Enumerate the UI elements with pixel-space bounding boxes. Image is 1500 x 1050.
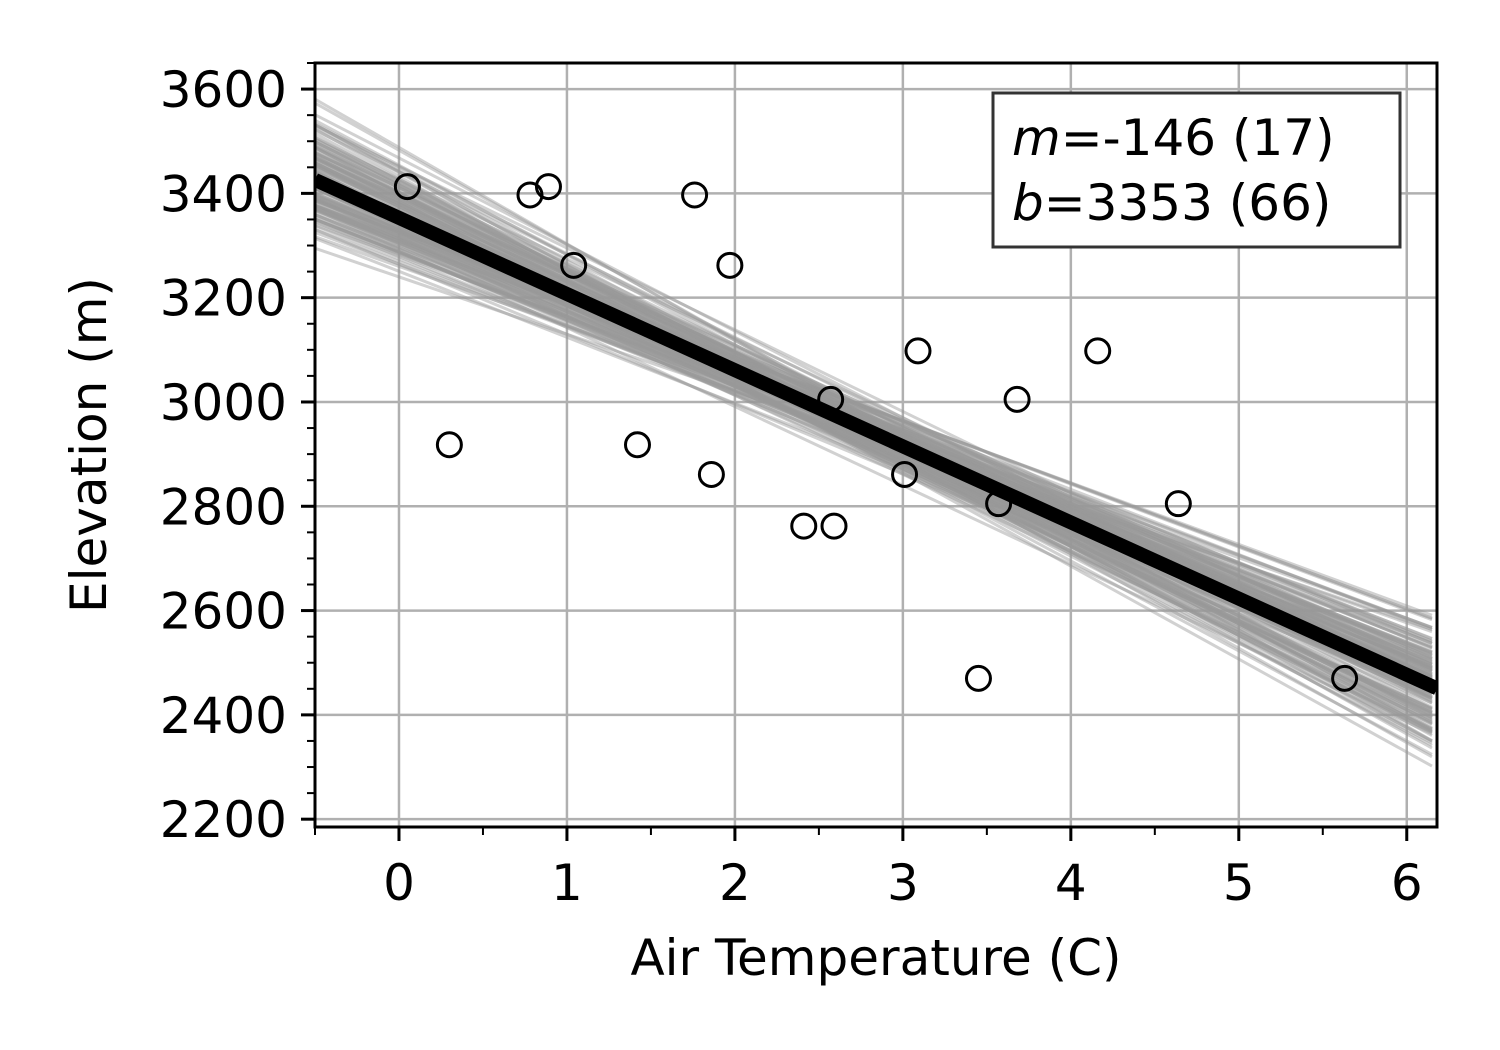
- bootstrap-line: [315, 213, 1433, 693]
- bootstrap-line: [315, 227, 1433, 661]
- y-axis-title: Elevation (m): [60, 277, 118, 613]
- bootstrap-line: [315, 212, 1433, 672]
- bootstrap-line: [315, 188, 1433, 715]
- data-point: [560, 251, 588, 279]
- plot-frame: [313, 61, 1439, 829]
- bootstrap-line: [315, 194, 1433, 705]
- bootstrap-line: [315, 136, 1433, 709]
- y-tick-label: 3000: [160, 374, 287, 432]
- bootstrap-line: [315, 124, 1433, 671]
- bootstrap-line: [315, 198, 1433, 695]
- data-point: [820, 512, 848, 540]
- bootstrap-line: [315, 157, 1433, 679]
- data-point: [393, 173, 421, 201]
- bootstrap-line: [315, 145, 1433, 747]
- bootstrap-line: [315, 156, 1433, 672]
- x-axis-title: Air Temperature (C): [630, 929, 1121, 987]
- bootstrap-line: [315, 224, 1433, 668]
- bootstrap-line: [315, 206, 1433, 630]
- bootstrap-line: [315, 153, 1433, 683]
- bootstrap-line: [315, 197, 1433, 700]
- data-point: [891, 460, 919, 488]
- data-point: [1331, 664, 1359, 692]
- y-tick-label: 3600: [160, 61, 287, 119]
- bootstrap-line: [315, 127, 1433, 759]
- slope-annotation: m=-146 (17): [1012, 109, 1335, 167]
- intercept-annotation: b=3353 (66): [1012, 174, 1331, 232]
- data-point: [1084, 337, 1112, 365]
- bootstrap-line: [315, 203, 1433, 617]
- y-tick-label: 2400: [160, 687, 287, 745]
- bootstrap-line: [315, 195, 1433, 726]
- bootstrap-line: [315, 151, 1433, 666]
- bootstrap-line: [315, 163, 1433, 673]
- x-tick-label: 3: [887, 854, 919, 912]
- bootstrap-line: [315, 140, 1433, 683]
- x-tick-label: 5: [1223, 854, 1255, 912]
- bootstrap-line: [315, 205, 1433, 710]
- bootstrap-line: [315, 138, 1433, 670]
- bootstrap-line: [315, 129, 1433, 683]
- bootstrap-line: [315, 146, 1433, 768]
- bootstrap-line: [315, 160, 1433, 665]
- bootstrap-line: [315, 207, 1433, 692]
- bootstrap-line: [315, 230, 1433, 655]
- bootstrap-line: [315, 174, 1433, 646]
- fit-line: [315, 173, 1437, 695]
- bootstrap-line: [315, 184, 1433, 719]
- bootstrap-line: [315, 228, 1433, 696]
- bootstrap-line: [315, 201, 1433, 645]
- x-tick-label: 0: [383, 854, 415, 912]
- y-tick-label: 3200: [160, 270, 287, 328]
- data-point: [985, 490, 1013, 518]
- bootstrap-line: [315, 208, 1433, 630]
- legend-box: m=-146 (17) b=3353 (66): [991, 91, 1402, 249]
- bootstrap-line: [315, 157, 1433, 660]
- bootstrap-line: [315, 151, 1433, 683]
- data-point: [790, 512, 818, 540]
- x-tick-label: 2: [719, 854, 751, 912]
- data-point: [534, 173, 562, 201]
- bootstrap-line: [315, 198, 1433, 643]
- data-point: [817, 385, 845, 413]
- bootstrap-line: [315, 154, 1433, 756]
- y-tick-label: 3400: [160, 165, 287, 223]
- bootstrap-line: [315, 146, 1433, 680]
- bootstrap-line: [315, 184, 1433, 715]
- y-tick-label: 2200: [160, 791, 287, 849]
- data-point: [623, 431, 651, 459]
- bootstrap-line: [315, 97, 1433, 742]
- bootstrap-line: [315, 174, 1433, 660]
- bootstrap-line: [315, 208, 1433, 736]
- y-tick-label: 2600: [160, 583, 287, 641]
- bootstrap-line: [315, 217, 1433, 668]
- bootstrap-line: [315, 161, 1433, 678]
- x-tick-label: 4: [1055, 854, 1087, 912]
- x-tick-label: 6: [1391, 854, 1423, 912]
- bootstrap-line: [315, 119, 1433, 719]
- data-point: [697, 460, 725, 488]
- bootstrap-line: [315, 186, 1433, 712]
- data-points: [393, 173, 1359, 692]
- x-tick-label: 1: [551, 854, 583, 912]
- bootstrap-line: [315, 197, 1433, 650]
- data-point: [435, 431, 463, 459]
- data-point: [1164, 490, 1192, 518]
- data-point: [904, 337, 932, 365]
- x-axis-ticks: 0 1 2 3 4 5 6: [314, 827, 1423, 912]
- data-point: [964, 664, 992, 692]
- data-point: [681, 181, 709, 209]
- data-point: [1003, 385, 1031, 413]
- data-point: [716, 251, 744, 279]
- bootstrap-line: [315, 217, 1433, 666]
- y-tick-label: 2800: [160, 478, 287, 536]
- bootstrap-line: [315, 200, 1433, 710]
- bootstrap-line: [315, 156, 1433, 734]
- bootstrap-line: [315, 101, 1433, 733]
- y-axis-ticks: 2200 2400 2600 2800 3000 3200 3400 3600: [160, 61, 315, 849]
- bootstrap-line: [315, 207, 1433, 640]
